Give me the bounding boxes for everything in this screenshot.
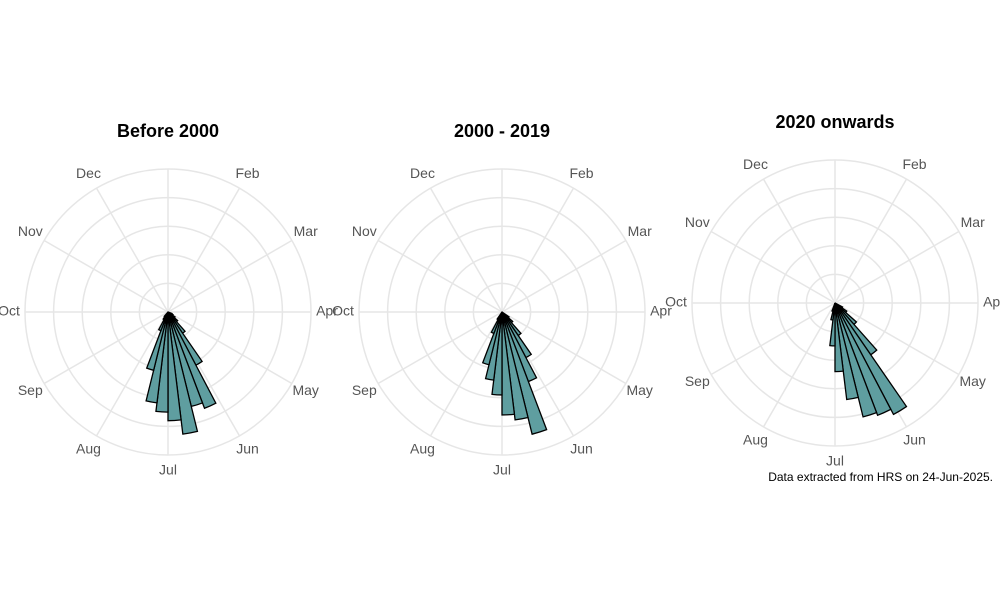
month-label: Dec (76, 165, 101, 181)
month-label: Nov (685, 214, 710, 230)
spoke (95, 187, 169, 313)
month-label: Feb (569, 165, 593, 181)
month-label: Oct (332, 303, 354, 319)
bar (167, 311, 182, 422)
spoke (167, 311, 293, 385)
month-label: May (626, 382, 652, 398)
month-label: Mar (628, 223, 652, 239)
spoke (429, 187, 503, 313)
month-label: Sep (18, 382, 43, 398)
month-label: Jun (236, 440, 259, 456)
month-label: Mar (294, 223, 318, 239)
month-label: Sep (352, 382, 377, 398)
spoke (501, 187, 575, 313)
month-label: Oct (0, 303, 20, 319)
month-label: May (959, 373, 985, 389)
month-label: Jul (159, 462, 177, 478)
bar (834, 302, 860, 401)
month-label: May (292, 382, 318, 398)
month-label: Oct (665, 294, 687, 310)
bar (501, 311, 548, 435)
spoke (762, 178, 836, 304)
bar (834, 302, 908, 416)
bar (496, 311, 503, 321)
month-label: Mar (961, 214, 985, 230)
month-label: Jun (570, 440, 593, 456)
month-label: Apr (983, 294, 1000, 310)
month-label: Feb (235, 165, 259, 181)
spoke (377, 311, 503, 385)
bar (167, 311, 217, 410)
month-label: Sep (685, 373, 710, 389)
spoke (501, 239, 627, 313)
panel-title: 2020 onwards (775, 112, 894, 132)
panel-title: 2000 - 2019 (454, 121, 550, 141)
spoke (167, 187, 241, 313)
spoke (834, 178, 908, 304)
spoke (834, 302, 960, 376)
month-label: Nov (18, 223, 43, 239)
month-label: Aug (410, 440, 435, 456)
spoke (95, 311, 169, 437)
spoke (167, 239, 293, 313)
spoke (43, 239, 169, 313)
month-label: Feb (902, 156, 926, 172)
bar (834, 302, 844, 373)
month-label: Jul (493, 462, 511, 478)
panel-title: Before 2000 (117, 121, 219, 141)
bar (501, 311, 516, 416)
month-label: Dec (743, 156, 768, 172)
spoke (710, 230, 836, 304)
month-label: Jul (826, 453, 844, 469)
month-label: Aug (743, 431, 768, 447)
month-label: Jun (903, 431, 926, 447)
month-label: Dec (410, 165, 435, 181)
bar (834, 302, 892, 417)
month-label: Aug (76, 440, 101, 456)
footnote: Data extracted from HRS on 24-Jun-2025. (768, 470, 993, 484)
spoke (377, 239, 503, 313)
spoke (501, 311, 627, 385)
spoke (834, 230, 960, 304)
month-label: Nov (352, 223, 377, 239)
month-label: Apr (316, 303, 338, 319)
bar (501, 311, 529, 421)
bar (163, 311, 169, 318)
bar (834, 302, 878, 418)
spoke (43, 311, 169, 385)
spoke (429, 311, 503, 437)
month-label: Apr (650, 303, 672, 319)
bar (831, 302, 836, 313)
spoke (710, 302, 836, 376)
spoke (762, 302, 836, 428)
bar (167, 311, 199, 435)
